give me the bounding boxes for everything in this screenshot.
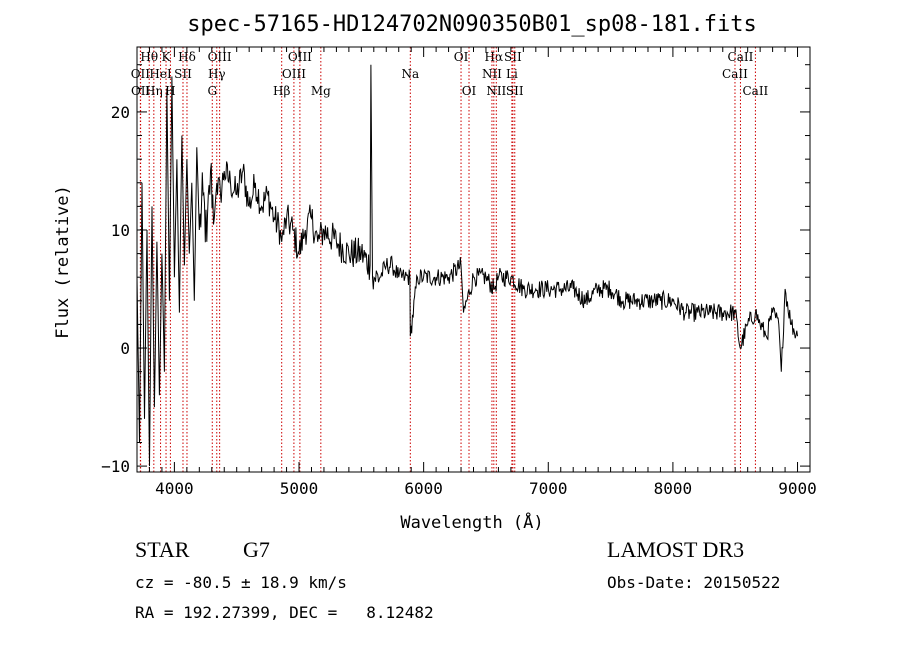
spectral-line-label: G [207, 84, 217, 98]
x-tick-label: 6000 [404, 479, 443, 498]
spectral-line-label: SII [174, 67, 192, 81]
object-subclass: G7 [243, 537, 270, 562]
spectral-line-label: Hδ [178, 50, 196, 64]
spectral-line-label: SII [506, 84, 524, 98]
y-tick-label: 0 [120, 339, 130, 358]
spectral-line-label: OII [131, 67, 151, 81]
spectral-line-label: Hβ [273, 84, 290, 98]
series-layer [136, 64, 798, 467]
spectral-line-label: SII [504, 50, 522, 64]
observation-date: Obs-Date: 20150522 [607, 573, 781, 592]
spectral-line-label: OII [131, 84, 151, 98]
y-tick-label: 20 [111, 103, 130, 122]
y-tick-label: −10 [101, 457, 130, 476]
x-tick-label: 7000 [529, 479, 568, 498]
spectral-line-label: Li [506, 67, 518, 81]
coordinates-readout: RA = 192.27399, DEC = 8.12482 [135, 603, 434, 622]
x-axis: 4000 5000 6000 7000 8000 9000 [136, 47, 817, 498]
x-axis-label: Wavelength (Å) [400, 511, 543, 533]
spectral-line-label: OIII [288, 50, 312, 64]
object-class: STAR [135, 537, 190, 562]
y-tick-label: 10 [111, 221, 130, 240]
spectral-line-label: NII [486, 84, 506, 98]
survey-name: LAMOST DR3 [607, 537, 745, 562]
spectral-line-label: OI [462, 84, 477, 98]
spectral-line-label: Hθ [140, 50, 158, 64]
spectral-line-label: Mg [311, 84, 331, 98]
x-tick-label: 4000 [155, 479, 194, 498]
spectral-line-label: K [162, 50, 172, 64]
x-tick-label: 5000 [280, 479, 319, 498]
y-axis-label: Flux (relative) [53, 185, 73, 339]
plot-frame [136, 46, 811, 473]
spectrum-line [136, 64, 798, 467]
spectral-line-label: HeI [149, 67, 172, 81]
spectral-line-label: CaII [728, 50, 754, 64]
spectral-line-label: CaII [742, 84, 768, 98]
chart-title: spec-57165-HD124702N090350B01_sp08-181.f… [187, 12, 757, 37]
spectral-line-label: H [165, 84, 175, 98]
spectral-line-label: Na [401, 67, 419, 81]
y-axis: −10 0 10 20 [101, 64, 810, 476]
spectral-line-label: Hη [145, 84, 163, 98]
x-tick-label: 8000 [654, 479, 693, 498]
spectral-line-label: OIII [208, 50, 232, 64]
spectral-line-label: Hα [485, 50, 504, 64]
x-tick-label: 9000 [778, 479, 817, 498]
spectral-line-label: CaII [722, 67, 748, 81]
spectral-line-label: Hγ [208, 67, 226, 81]
spectral-line-label: OIII [282, 67, 306, 81]
spectral-line-label: OI [454, 50, 469, 64]
spectral-line-label: NII [482, 67, 502, 81]
redshift-readout: cz = -80.5 ± 18.9 km/s [135, 573, 347, 592]
